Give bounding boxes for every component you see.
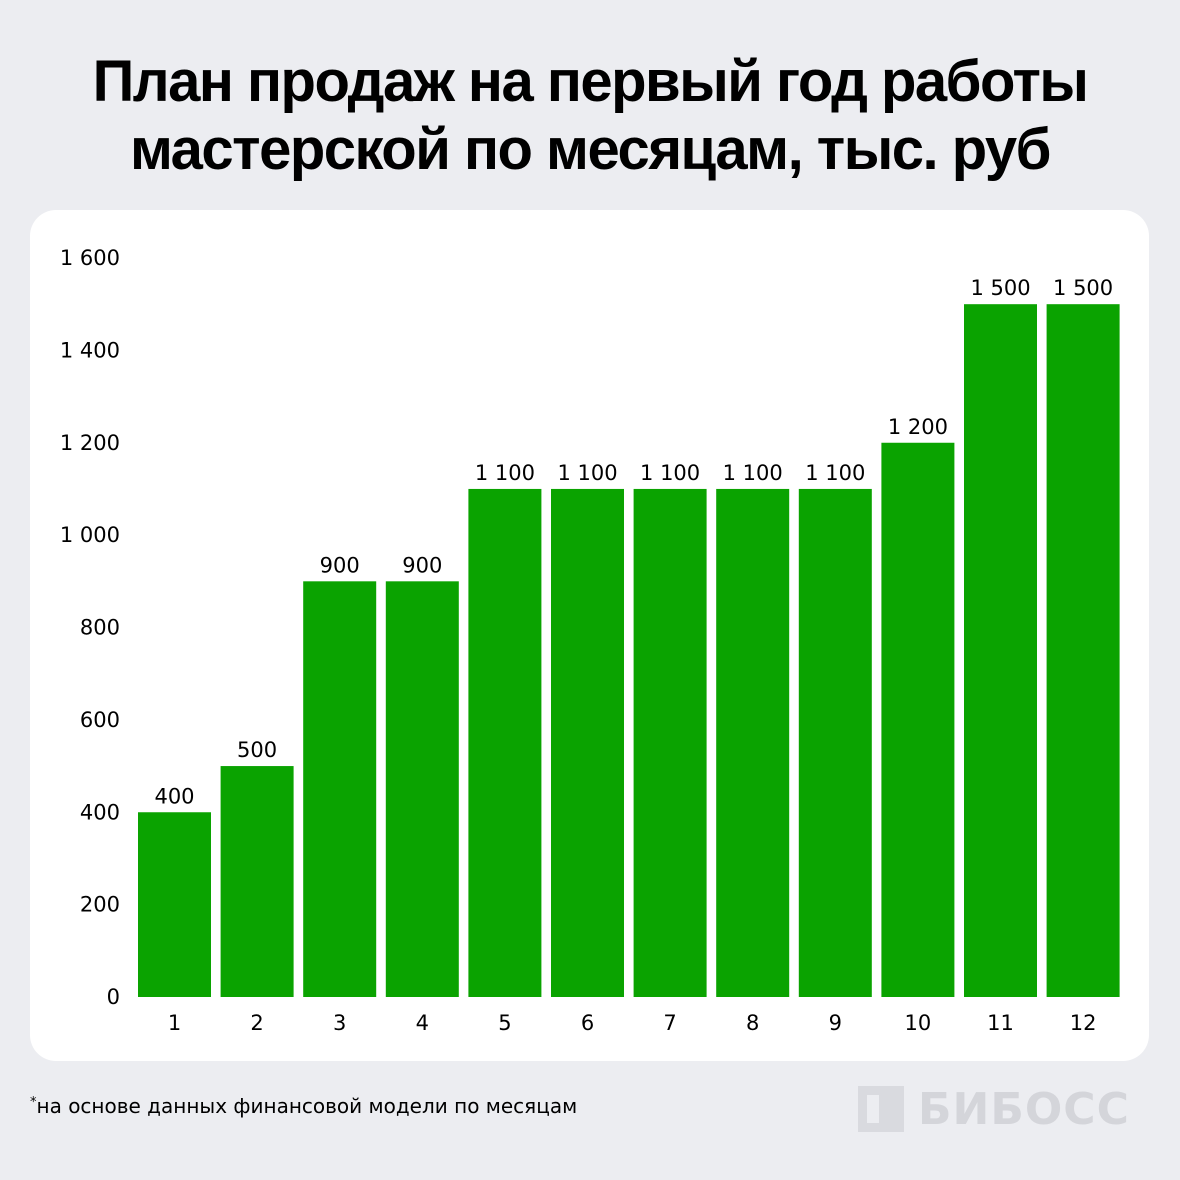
footnote-text: на основе данных финансовой модели по ме… bbox=[36, 1094, 578, 1118]
bar bbox=[964, 304, 1037, 997]
bar bbox=[220, 766, 294, 997]
chart-card: 0 200 400 600 800 1 000 1 200 1 400 1 600 400 1 500… bbox=[30, 210, 1149, 1061]
x-tick-label: 8 bbox=[746, 1011, 759, 1035]
bar bbox=[385, 581, 459, 997]
bar-chart: 0 200 400 600 800 1 000 1 200 1 400 1 600 400 1 500… bbox=[60, 246, 1120, 1035]
brand-logo: БИБОСС bbox=[858, 1083, 1130, 1135]
x-tick-label: 6 bbox=[581, 1011, 594, 1035]
y-tick-label: 600 bbox=[80, 708, 120, 732]
x-tick-label: 1 bbox=[168, 1011, 181, 1035]
y-tick-label: 1 400 bbox=[60, 338, 120, 362]
footnote-mark: * bbox=[30, 1095, 37, 1110]
data-label: 500 bbox=[237, 738, 277, 762]
y-tick-label: 200 bbox=[80, 893, 120, 917]
bar bbox=[138, 812, 211, 997]
bar bbox=[881, 442, 955, 997]
y-tick-label: 1 200 bbox=[60, 431, 120, 455]
x-tick-label: 2 bbox=[250, 1011, 263, 1035]
data-label: 1 100 bbox=[723, 461, 783, 485]
y-tick-label: 1 600 bbox=[60, 246, 120, 270]
y-tick-label: 400 bbox=[80, 800, 120, 824]
bar bbox=[798, 488, 872, 997]
chart-title-line-2: мастерской по месяцам, тыс. руб bbox=[130, 117, 1051, 182]
x-tick-label: 5 bbox=[498, 1011, 511, 1035]
data-label: 400 bbox=[154, 784, 194, 808]
data-label: 1 200 bbox=[888, 415, 948, 439]
data-label: 1 100 bbox=[475, 461, 535, 485]
x-tick-label: 10 bbox=[905, 1011, 932, 1035]
brand-name: БИБОСС bbox=[918, 1083, 1130, 1135]
x-tick-label: 7 bbox=[663, 1011, 676, 1035]
y-tick-label: 1 000 bbox=[60, 523, 120, 547]
brand-mark-icon bbox=[858, 1086, 904, 1132]
chart-title: План продаж на первый год работы мастерс… bbox=[0, 48, 1180, 184]
x-tick-label: 11 bbox=[987, 1011, 1014, 1035]
bar bbox=[303, 581, 377, 997]
x-tick-label: 3 bbox=[333, 1011, 346, 1035]
y-tick-label: 800 bbox=[80, 616, 120, 640]
data-label: 1 100 bbox=[640, 461, 700, 485]
data-label: 1 100 bbox=[805, 461, 865, 485]
data-label: 900 bbox=[402, 553, 442, 577]
bar bbox=[468, 488, 542, 997]
data-label: 1 100 bbox=[557, 461, 617, 485]
footnote: *на основе данных финансовой модели по м… bbox=[30, 1094, 577, 1118]
chart-title-line-1: План продаж на первый год работы bbox=[92, 49, 1089, 114]
data-label: 1 500 bbox=[970, 276, 1030, 300]
bar bbox=[1046, 304, 1120, 997]
x-tick-label: 4 bbox=[416, 1011, 429, 1035]
data-label: 900 bbox=[320, 553, 360, 577]
bar bbox=[633, 488, 707, 997]
bar bbox=[716, 488, 790, 997]
y-tick-label: 0 bbox=[107, 985, 120, 1009]
bar bbox=[551, 488, 624, 997]
data-label: 1 500 bbox=[1053, 276, 1113, 300]
x-tick-label: 12 bbox=[1070, 1011, 1097, 1035]
x-tick-label: 9 bbox=[829, 1011, 842, 1035]
